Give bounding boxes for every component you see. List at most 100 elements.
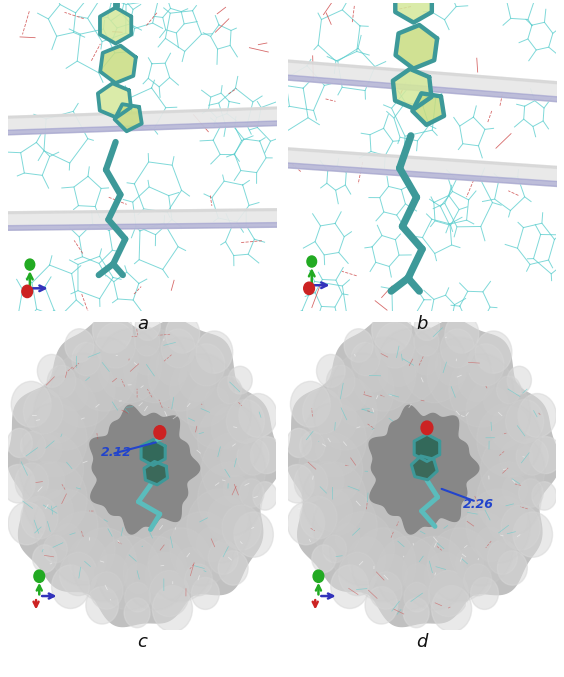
Circle shape xyxy=(72,337,136,411)
Circle shape xyxy=(90,571,123,609)
Circle shape xyxy=(239,393,277,437)
Circle shape xyxy=(303,389,342,435)
Polygon shape xyxy=(395,0,432,22)
Circle shape xyxy=(507,366,531,394)
Circle shape xyxy=(315,435,341,464)
Text: d: d xyxy=(416,633,428,651)
Circle shape xyxy=(428,337,492,411)
Circle shape xyxy=(290,381,331,427)
Circle shape xyxy=(170,512,234,586)
Circle shape xyxy=(223,475,248,504)
Circle shape xyxy=(330,353,394,427)
Circle shape xyxy=(125,564,151,594)
Circle shape xyxy=(313,489,377,563)
Circle shape xyxy=(11,381,51,427)
Circle shape xyxy=(302,462,367,536)
Circle shape xyxy=(307,256,316,267)
Circle shape xyxy=(226,399,265,443)
Circle shape xyxy=(415,311,439,341)
Circle shape xyxy=(187,489,251,563)
Circle shape xyxy=(404,582,430,612)
Circle shape xyxy=(31,461,64,500)
Circle shape xyxy=(217,376,241,403)
Circle shape xyxy=(98,329,162,403)
Circle shape xyxy=(205,387,229,415)
Circle shape xyxy=(338,552,376,596)
Circle shape xyxy=(98,536,162,610)
Circle shape xyxy=(36,489,73,532)
Circle shape xyxy=(435,347,469,385)
Circle shape xyxy=(156,347,190,385)
Circle shape xyxy=(484,387,508,415)
Circle shape xyxy=(197,527,227,562)
Circle shape xyxy=(470,577,499,609)
Circle shape xyxy=(234,512,274,557)
Circle shape xyxy=(149,571,189,617)
Circle shape xyxy=(187,376,251,450)
Circle shape xyxy=(500,440,532,477)
Circle shape xyxy=(148,337,213,411)
Circle shape xyxy=(148,528,213,602)
Circle shape xyxy=(96,322,135,368)
Circle shape xyxy=(146,552,186,598)
Circle shape xyxy=(123,329,187,403)
Circle shape xyxy=(359,358,388,392)
Circle shape xyxy=(72,528,136,602)
Circle shape xyxy=(323,535,347,563)
Circle shape xyxy=(351,528,416,602)
Circle shape xyxy=(95,554,128,592)
Circle shape xyxy=(344,329,373,362)
Text: c: c xyxy=(138,633,147,651)
Polygon shape xyxy=(393,69,431,109)
Circle shape xyxy=(170,353,234,427)
Circle shape xyxy=(294,463,328,502)
Circle shape xyxy=(51,353,115,427)
Circle shape xyxy=(100,341,139,386)
Circle shape xyxy=(179,359,215,401)
Circle shape xyxy=(201,433,266,506)
Circle shape xyxy=(34,570,45,582)
Circle shape xyxy=(518,393,556,437)
Circle shape xyxy=(86,586,118,624)
Circle shape xyxy=(464,564,492,596)
Circle shape xyxy=(237,438,269,475)
Circle shape xyxy=(445,314,479,353)
Circle shape xyxy=(402,536,466,610)
Circle shape xyxy=(310,461,343,500)
Circle shape xyxy=(440,329,474,368)
Circle shape xyxy=(33,545,57,573)
Circle shape xyxy=(22,285,33,298)
Circle shape xyxy=(530,437,562,474)
Circle shape xyxy=(196,331,233,373)
Circle shape xyxy=(23,462,87,536)
Circle shape xyxy=(21,496,58,539)
Circle shape xyxy=(491,406,529,450)
Circle shape xyxy=(327,365,355,398)
Circle shape xyxy=(375,322,415,368)
Polygon shape xyxy=(8,315,281,626)
Circle shape xyxy=(34,489,98,563)
Circle shape xyxy=(369,571,402,609)
Circle shape xyxy=(303,282,315,294)
Circle shape xyxy=(38,397,78,443)
Circle shape xyxy=(377,536,441,610)
Circle shape xyxy=(125,582,151,612)
Circle shape xyxy=(365,586,398,624)
Circle shape xyxy=(161,329,195,368)
Circle shape xyxy=(36,435,61,464)
Circle shape xyxy=(518,479,543,507)
Circle shape xyxy=(414,327,439,356)
Circle shape xyxy=(154,426,166,439)
Circle shape xyxy=(177,548,204,580)
Circle shape xyxy=(413,346,438,374)
Circle shape xyxy=(218,551,248,585)
Circle shape xyxy=(317,397,357,443)
Circle shape xyxy=(25,259,35,270)
Circle shape xyxy=(208,496,247,542)
Circle shape xyxy=(2,464,35,503)
Circle shape xyxy=(496,376,521,403)
Circle shape xyxy=(487,496,526,542)
Circle shape xyxy=(69,537,107,581)
Circle shape xyxy=(428,528,492,602)
Circle shape xyxy=(56,523,80,551)
